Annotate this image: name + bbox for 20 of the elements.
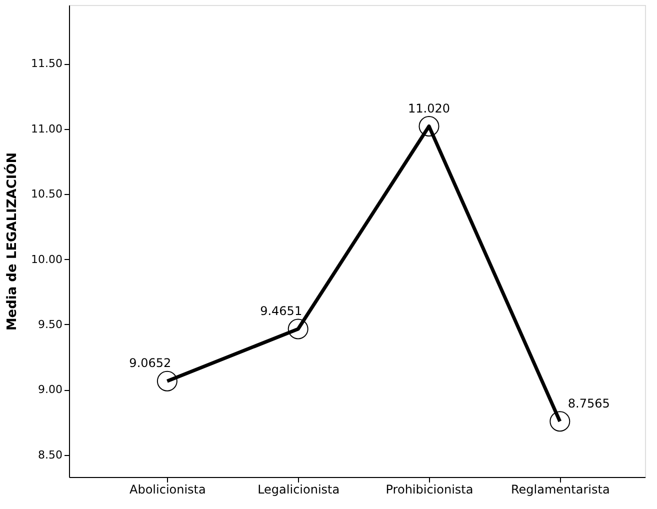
y-tick-label: 9.00 — [38, 383, 62, 396]
y-axis-title: Media de LEGALIZACIÓN — [3, 152, 20, 331]
data-label: 9.4651 — [260, 304, 302, 318]
x-tick-label: Reglamentarista — [511, 482, 610, 496]
x-tick-label: Legalicionista — [258, 482, 340, 496]
x-tick-label: Prohibicionista — [386, 482, 474, 496]
point — [418, 116, 440, 136]
point — [288, 318, 308, 340]
y-tick-label: 11.00 — [31, 122, 62, 136]
y-tick-label: 10.00 — [31, 252, 62, 266]
x-tick-label: Abolicionista — [130, 482, 206, 496]
y-tick-label: 11.50 — [31, 57, 62, 70]
y-tick-label: 8.50 — [38, 448, 62, 462]
data-label: 9.0652 — [129, 356, 172, 370]
y-tick-label: 10.50 — [31, 188, 62, 201]
y-tick-label: 9.50 — [38, 318, 62, 331]
point — [156, 370, 178, 392]
point — [550, 411, 570, 432]
data-label: 8.7565 — [568, 396, 610, 410]
data-label: 11.020 — [408, 101, 450, 116]
